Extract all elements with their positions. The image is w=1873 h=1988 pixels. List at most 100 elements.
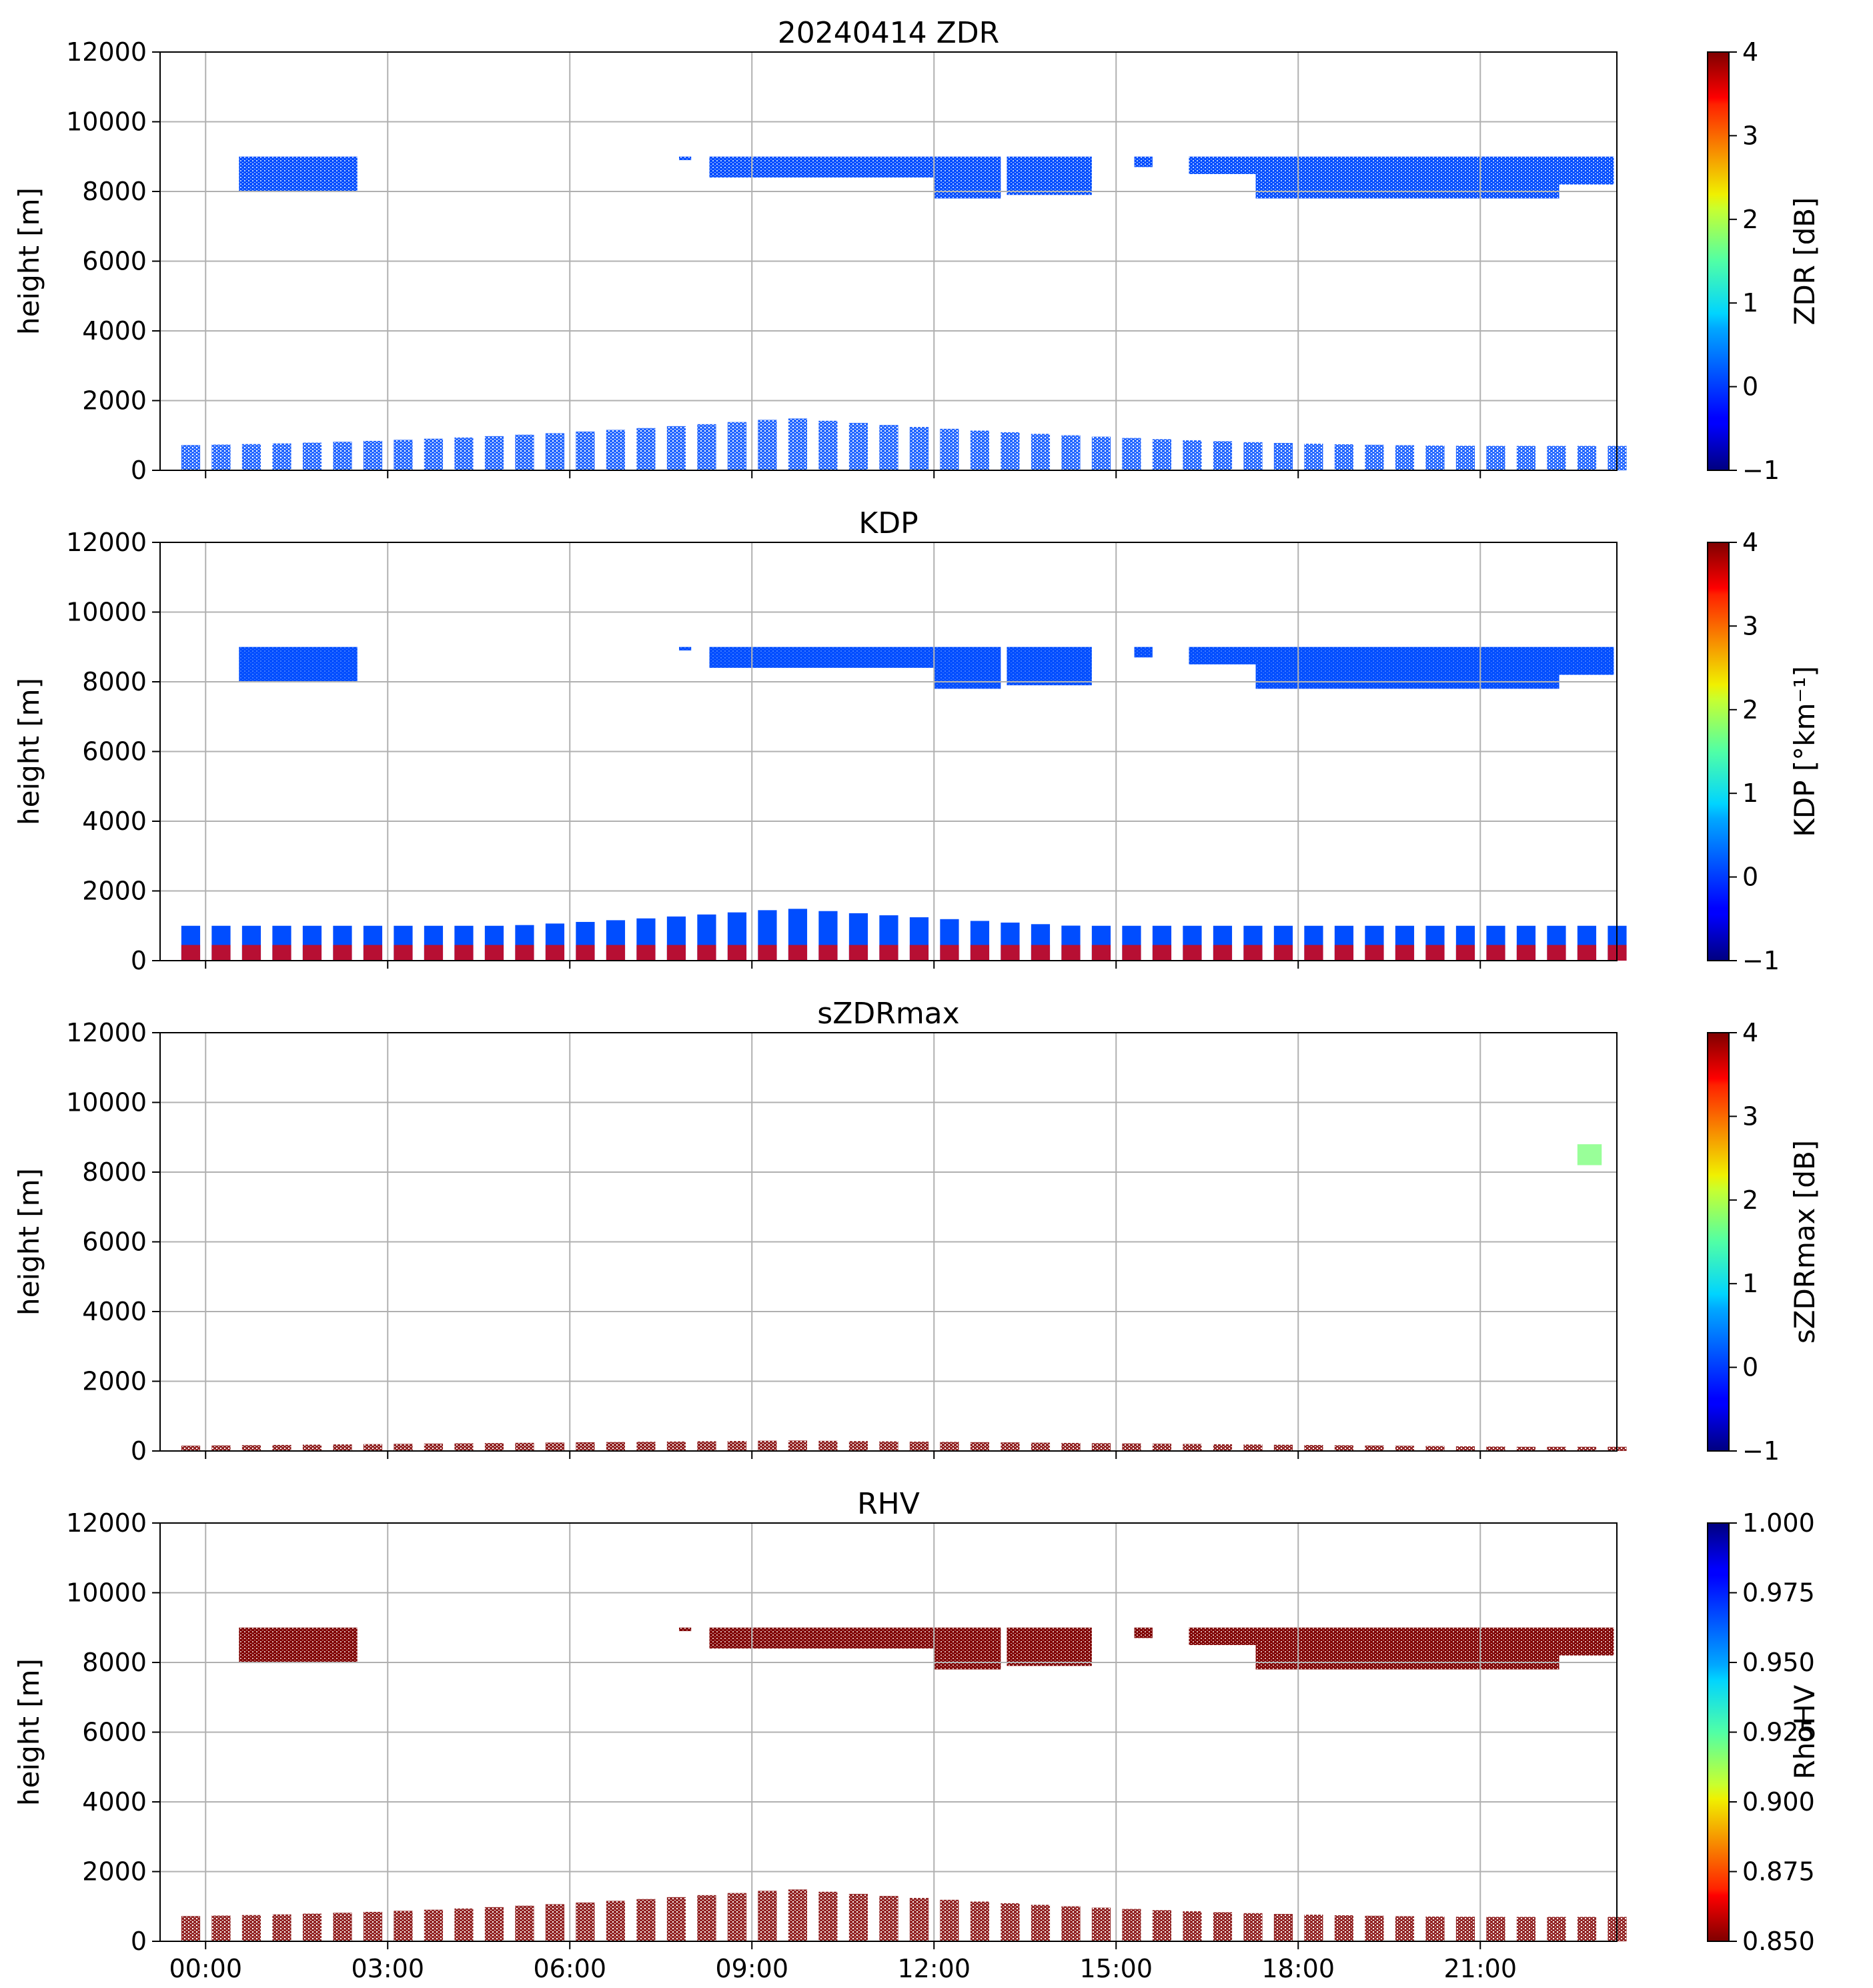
data-cell-hot [1425, 945, 1445, 961]
data-cell-hot [1061, 945, 1081, 961]
data-cell-texture [1559, 646, 1614, 675]
data-cell-texture [484, 1443, 504, 1451]
colorbar-tick-label: 1 [1742, 1269, 1758, 1298]
data-cell-texture [758, 1440, 777, 1451]
data-cell-texture [424, 1443, 444, 1451]
data-cell-texture [241, 1915, 261, 1941]
data-cell-texture [363, 1911, 383, 1941]
data-cell-texture [758, 420, 777, 470]
colorbar-tick-label: 0.850 [1742, 1927, 1815, 1956]
y-tick-label: 4000 [82, 1297, 147, 1326]
data-cell-texture [1189, 156, 1256, 174]
data-cell-texture [1134, 156, 1153, 167]
colorbar-tick-label: 0.925 [1742, 1718, 1815, 1747]
data-cell-texture [363, 440, 383, 470]
panel-title: KDP [858, 506, 918, 540]
data-cell-texture [940, 428, 959, 470]
data-cell-texture [1577, 1917, 1597, 1941]
data-cell-hot [333, 945, 352, 961]
colorbar-tick-label: 3 [1742, 1101, 1758, 1131]
data-cell-hot [1243, 945, 1263, 961]
data-cell-hot [1031, 945, 1051, 961]
data-cell-texture [515, 1905, 534, 1941]
data-cell-texture [1001, 1903, 1020, 1941]
data-cell-texture [1273, 443, 1293, 470]
data-cell-texture [940, 1442, 959, 1451]
data-cell-texture [1031, 434, 1051, 470]
data-cell-texture [1152, 439, 1172, 470]
data-cell-texture [302, 442, 322, 470]
data-cell-hot [606, 945, 626, 961]
data-cell-hot [666, 945, 686, 961]
data-cell-texture [1007, 646, 1092, 686]
data-cell-texture [1304, 1445, 1323, 1451]
gridlines [160, 1032, 1617, 1452]
colorbar-tick-label: 1 [1742, 288, 1758, 318]
colorbar: 0.850 0.875 0.900 0.925 0.950 0.975 1.000 RhoHV [1707, 1508, 1821, 1956]
data-cell-hot [879, 945, 898, 961]
colorbar-tick-label: 2 [1742, 695, 1758, 724]
data-cell-texture [333, 1913, 352, 1941]
panel-title: RHV [857, 1487, 920, 1521]
x-tick-label: 15:00 [1079, 1954, 1153, 1983]
data-cell-hot [727, 945, 747, 961]
colorbar-tick-label: 4 [1742, 37, 1758, 67]
data-cell-texture [679, 646, 692, 650]
data-cell-texture [515, 1442, 534, 1451]
data-cell-texture [606, 1442, 626, 1451]
data-cell-texture [1559, 156, 1614, 185]
colorbar-tick-label: 0.975 [1742, 1578, 1815, 1608]
y-tick-label: 2000 [82, 877, 147, 906]
data-cell-texture [1577, 1446, 1597, 1451]
data-cell-texture [424, 1909, 444, 1941]
data-cell-texture [758, 1891, 777, 1941]
data-cell-texture [970, 1901, 990, 1941]
data-cell-texture [909, 1441, 929, 1451]
y-axis-label: height [m] [13, 187, 45, 335]
colorbar-tick-label: 2 [1742, 205, 1758, 234]
y-tick-label: 0 [131, 1927, 147, 1956]
data-cell-hot [1213, 945, 1233, 961]
data-cell-texture [302, 1444, 322, 1451]
data-cell-hot [1183, 945, 1202, 961]
data-cell-texture [454, 437, 474, 470]
data-cell-texture [1189, 1627, 1256, 1645]
data-cell-texture [1243, 442, 1263, 470]
data-cell-texture [818, 420, 838, 470]
data-cell-texture [1273, 1914, 1293, 1941]
y-tick-label: 2000 [82, 386, 147, 416]
data-cell-hot [1547, 945, 1566, 961]
data-cell-texture [666, 426, 686, 470]
colorbar-tick-label: −1 [1742, 946, 1780, 975]
panel-title: sZDRmax [817, 997, 959, 1031]
data-cell-texture [454, 1908, 474, 1941]
data-cell-texture [818, 1440, 838, 1451]
data-cell-texture [934, 646, 1001, 689]
data-cell-texture [697, 1441, 716, 1451]
data-cell-texture [1007, 1627, 1092, 1666]
data-cell-texture [679, 1627, 692, 1631]
colorbar-tick-label: 0 [1742, 863, 1758, 892]
colorbar: −1 0 1 2 3 4 ZDR [dB] [1707, 37, 1821, 485]
data-cell-texture [1273, 1444, 1293, 1451]
data-cell [1577, 1144, 1602, 1165]
data-cell-texture [636, 428, 656, 470]
data-cell-texture [636, 1442, 656, 1451]
y-tick-label: 10000 [66, 598, 147, 627]
data-cell-hot [424, 945, 444, 961]
data-cell-texture [909, 426, 929, 470]
y-tick-label: 4000 [82, 1787, 147, 1817]
colorbar-tick-label: 4 [1742, 1018, 1758, 1047]
data-cell-texture [484, 1907, 504, 1941]
data-cell-texture [697, 424, 716, 470]
data-cell-texture [1516, 1446, 1536, 1451]
y-tick-label: 4000 [82, 807, 147, 836]
data-cell-texture [1425, 1446, 1445, 1451]
data-cell-texture [1213, 1444, 1233, 1451]
data-cell-texture [879, 1896, 898, 1941]
y-tick-label: 12000 [66, 1508, 147, 1538]
data-cell-texture [697, 1895, 716, 1941]
data-cell-texture [1122, 1909, 1141, 1941]
data-cell-texture [1213, 441, 1233, 470]
y-tick-label: 0 [131, 456, 147, 485]
